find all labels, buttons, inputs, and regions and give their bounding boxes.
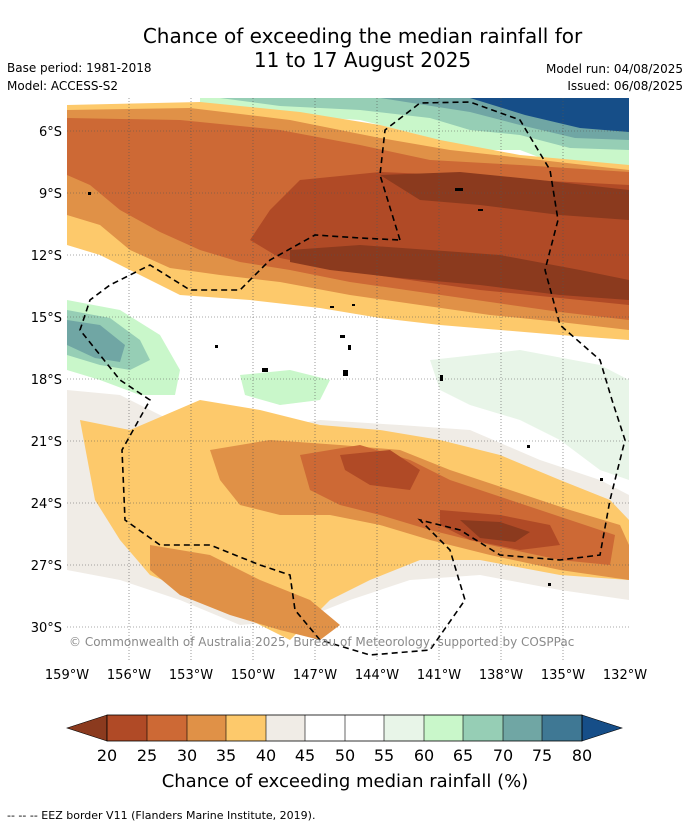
lat-label: 15°S [31,311,62,326]
lat-label: 24°S [31,497,62,512]
colorbar-swatch [463,715,503,741]
lat-label: 9°S [39,187,62,202]
map-gridlines [67,98,629,660]
lat-label: 21°S [31,435,62,450]
dry-band-north-peak [380,172,629,220]
colorbar-swatch [384,715,424,741]
lon-label: 156°W [107,668,151,683]
copyright-text: © Commonwealth of Australia 2025, Bureau… [69,635,574,649]
rainfall-field [67,98,629,660]
colorbar-swatch [187,715,226,741]
issued-text: Issued: 06/08/2025 [567,79,683,93]
islands [88,188,603,586]
lon-label: 138°W [479,668,523,683]
colorbar-tick: 25 [137,746,157,765]
colorbar-tick: 35 [216,746,236,765]
lon-label: 135°W [541,668,585,683]
wet-zone-west-peak [67,320,125,362]
lat-label: 12°S [31,249,62,264]
colorbar-swatch [424,715,463,741]
dry-band-north-peak-2 [290,245,629,300]
model-run-text: Model run: 04/08/2025 [545,62,683,76]
eez-border-legend: -- -- -- EEZ border V11 (Flanders Marine… [7,809,316,822]
colorbar-tick: 65 [453,746,473,765]
colorbar-swatch [503,715,542,741]
dry-band-south-peak [460,520,530,542]
lon-label: 153°W [169,668,213,683]
map-title-line1: Chance of exceeding the median rainfall … [142,24,583,48]
map-title-line2: 11 to 17 August 2025 [253,48,472,72]
rainfall-map: 6°S 9°S 12°S 15°S 18°S 21°S 24°S 27°S 30… [31,98,647,765]
longitude-labels: 159°W 156°W 153°W 150°W 147°W 144°W 141°… [45,668,647,683]
lat-label: 30°S [31,621,62,636]
lon-label: 150°W [231,668,275,683]
colorbar-tick: 60 [414,746,434,765]
lon-label: 132°W [603,668,647,683]
base-period-text: Base period: 1981-2018 [7,61,152,75]
latitude-labels: 6°S 9°S 12°S 15°S 18°S 21°S 24°S 27°S 30… [31,125,62,636]
lat-label: 18°S [31,373,62,388]
colorbar-swatch [107,715,147,741]
colorbar-tick: 50 [335,746,355,765]
colorbar-swatch [345,715,384,741]
lon-label: 141°W [417,668,461,683]
colorbar-above80 [581,714,623,742]
colorbar-swatch [266,715,305,741]
model-text: Model: ACCESS-S2 [7,79,119,93]
colorbar-below20 [66,714,108,742]
colorbar-tick: 30 [177,746,197,765]
lat-label: 27°S [31,559,62,574]
colorbar: 20 25 30 35 40 45 50 55 60 65 70 75 80 [66,714,623,765]
colorbar-tick: 40 [256,746,276,765]
dry-band-south-mid-2 [150,545,340,640]
colorbar-swatch [542,715,582,741]
lon-label: 159°W [45,668,89,683]
colorbar-swatch [147,715,187,741]
colorbar-tick: 55 [374,746,394,765]
wet-zone-northeast-peak [470,98,629,132]
colorbar-tick: 70 [493,746,513,765]
lon-label: 144°W [355,668,399,683]
colorbar-tick: 45 [295,746,315,765]
wet-zone-east [430,350,629,480]
colorbar-tick: 75 [532,746,552,765]
colorbar-title: Chance of exceeding median rainfall (%) [161,771,529,792]
colorbar-tick: 20 [97,746,117,765]
dry-band-south-stronger [340,450,420,490]
colorbar-swatch [305,715,345,741]
lon-label: 147°W [293,668,337,683]
colorbar-swatch [226,715,266,741]
colorbar-tick: 80 [572,746,592,765]
lat-label: 6°S [39,125,62,140]
